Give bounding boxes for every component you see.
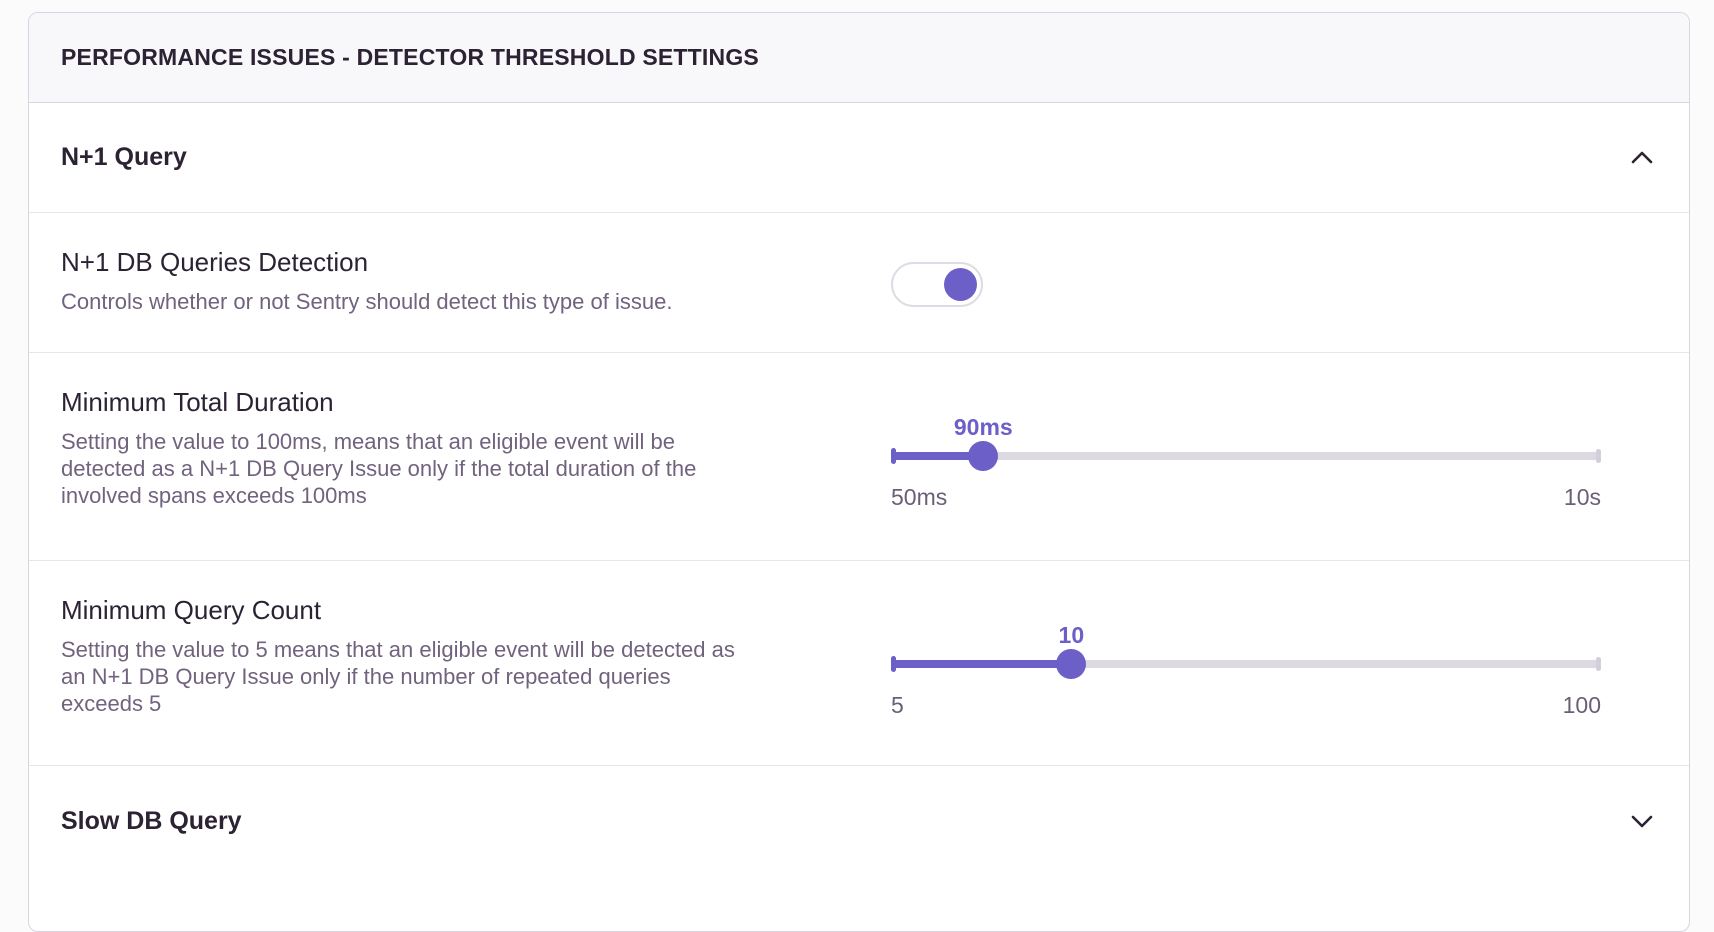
slider-min-cap [891, 656, 896, 672]
slider-track-background [891, 452, 1601, 460]
control-column: 10 5 100 [891, 561, 1601, 765]
slider-track[interactable] [891, 649, 1601, 679]
field-row-min-query-count: Minimum Query Count Setting the value to… [29, 561, 1689, 766]
section-title: Slow DB Query [61, 806, 242, 835]
toggle-knob [944, 268, 977, 301]
slider-handle[interactable] [1056, 649, 1087, 679]
field-description: Setting the value to 100ms, means that a… [61, 429, 697, 508]
slider-max-label: 100 [1562, 692, 1601, 718]
field-label: N+1 DB Queries Detection [61, 247, 369, 277]
chevron-up-icon [1631, 151, 1653, 164]
slider-min-cap [891, 448, 896, 464]
section-title: N+1 Query [61, 143, 187, 171]
field-row-n1-detection: N+1 DB Queries Detection Controls whethe… [29, 213, 1689, 353]
slider-track-background [891, 660, 1601, 668]
section-header-n1-query[interactable]: N+1 Query [29, 103, 1689, 213]
n1-detection-toggle[interactable] [891, 262, 983, 307]
slider-min-label: 5 [891, 692, 904, 718]
slider-max-cap [1596, 657, 1601, 671]
settings-panel: Performance Issues - Detector Threshold … [28, 12, 1690, 932]
slider-track-fill [891, 660, 1072, 668]
slider-track-fill [891, 452, 984, 460]
section-header-slow-db-query[interactable]: Slow DB Query [29, 766, 1689, 876]
control-column [891, 213, 1601, 352]
chevron-down-icon [1631, 815, 1653, 827]
slider-current-value: 90ms [953, 414, 1013, 440]
slider-max-label: 10s [1563, 484, 1601, 510]
slider-value-row: 10 [891, 619, 1601, 649]
slider-range-labels: 50ms 10s [891, 484, 1601, 511]
panel-header: Performance Issues - Detector Threshold … [29, 13, 1689, 103]
field-label: Minimum Query Count [61, 595, 322, 625]
field-label: Minimum Total Duration [61, 387, 334, 417]
field-description: Setting the value to 5 means that an eli… [61, 637, 735, 716]
panel-title: Performance Issues - Detector Threshold … [61, 44, 759, 70]
slider-track[interactable] [891, 441, 1601, 471]
slider-range-labels: 5 100 [891, 692, 1601, 719]
slider-current-value: 10 [1058, 622, 1085, 648]
field-description: Controls whether or not Sentry should de… [61, 289, 673, 314]
control-column: 90ms 50ms 10s [891, 353, 1601, 560]
slider-min-label: 50ms [891, 484, 948, 510]
min-query-count-slider: 10 5 100 [891, 561, 1601, 719]
slider-max-cap [1596, 449, 1601, 463]
field-row-min-duration: Minimum Total Duration Setting the value… [29, 353, 1689, 561]
min-duration-slider: 90ms 50ms 10s [891, 353, 1601, 511]
slider-value-row: 90ms [891, 411, 1601, 441]
slider-handle[interactable] [968, 441, 999, 471]
